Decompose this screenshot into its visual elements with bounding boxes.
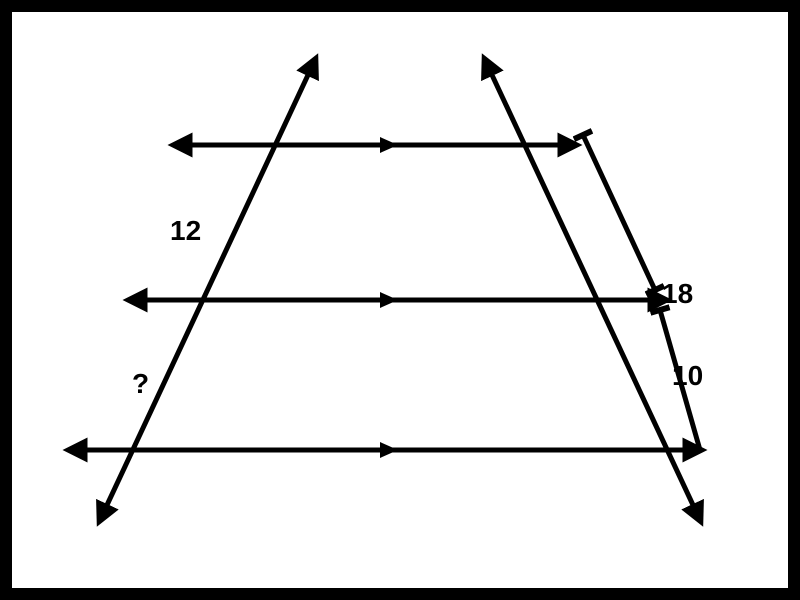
bracket-upper bbox=[583, 135, 655, 290]
label-right-upper: 18 bbox=[662, 278, 693, 310]
label-left-upper: 12 bbox=[170, 215, 201, 247]
label-left-lower: ? bbox=[132, 368, 149, 400]
parallel-mark-middle bbox=[380, 292, 398, 308]
parallel-mark-bottom bbox=[380, 442, 398, 458]
label-right-lower: 10 bbox=[672, 360, 703, 392]
parallel-mark-top bbox=[380, 137, 398, 153]
